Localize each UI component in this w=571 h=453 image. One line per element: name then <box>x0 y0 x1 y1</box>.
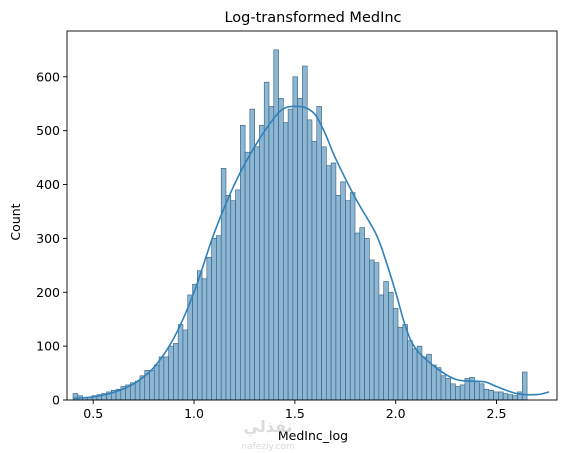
histogram-bar <box>316 106 322 401</box>
x-tick-label: 1.0 <box>184 406 204 421</box>
histogram-bar <box>421 356 428 401</box>
y-tick-label: 400 <box>36 177 60 192</box>
histogram-bar <box>235 189 241 401</box>
x-tick-label: 1.5 <box>285 406 305 421</box>
histogram-bar <box>254 146 260 401</box>
histogram-bar <box>412 348 418 401</box>
histogram-bar <box>149 370 155 401</box>
histogram-bar <box>493 391 499 401</box>
histogram-bar <box>483 388 490 401</box>
histogram-bar <box>268 106 275 401</box>
y-axis-ticks: 0 100 200 300 400 500 600 <box>36 69 67 408</box>
histogram-bar <box>455 386 461 401</box>
watermark-logo: نفذلي <box>244 417 293 437</box>
histogram-bar <box>168 345 174 401</box>
histogram-bar <box>373 262 380 401</box>
histogram-bar <box>225 195 232 401</box>
y-tick-label: 100 <box>36 339 60 354</box>
histogram-bar <box>192 283 198 401</box>
histogram-bar <box>197 270 203 401</box>
histogram-bar <box>488 389 494 401</box>
histogram-bar <box>259 124 265 401</box>
histogram-bar <box>478 383 485 401</box>
histogram-bar <box>292 76 298 401</box>
y-tick-label: 600 <box>36 69 60 84</box>
histogram-bar <box>182 329 189 401</box>
histogram-bar <box>445 378 451 401</box>
histogram-bars <box>72 49 528 401</box>
histogram-bar <box>431 364 437 401</box>
y-tick-label: 0 <box>52 393 60 408</box>
histogram-bar <box>512 395 518 401</box>
histogram-bar <box>311 141 318 401</box>
histogram-bar <box>302 65 308 401</box>
histogram-bar <box>340 181 346 401</box>
histogram-bar <box>177 324 184 401</box>
histogram-bar <box>187 294 193 401</box>
histogram-bar <box>206 256 212 401</box>
histogram-bar <box>345 200 351 401</box>
histogram-bar <box>306 119 313 401</box>
x-axis-label: MedInc_log <box>278 428 348 443</box>
histogram-bar <box>283 122 289 401</box>
histogram-bar <box>349 192 356 401</box>
histogram-bar <box>402 324 408 401</box>
histogram-bar <box>321 146 327 401</box>
histogram-bar <box>369 259 375 401</box>
histogram-bar <box>459 384 466 401</box>
histogram-bar <box>163 356 169 401</box>
histogram-bar <box>392 308 399 401</box>
histogram-bar <box>450 383 456 401</box>
histogram-bar <box>435 367 442 401</box>
histogram-bar <box>244 151 251 401</box>
histogram-bar <box>201 278 208 401</box>
histogram-bar <box>507 394 514 401</box>
y-axis-label: Count <box>8 203 23 240</box>
histogram-bar <box>173 343 179 401</box>
histogram-bar <box>287 108 294 401</box>
histogram-bar <box>364 238 370 401</box>
y-tick-label: 300 <box>36 231 60 246</box>
histogram-bar <box>297 98 303 401</box>
histogram-bar <box>359 227 365 401</box>
histogram-bar <box>378 294 384 401</box>
histogram-bar <box>521 371 528 401</box>
plot-frame <box>66 30 558 401</box>
histogram-bar <box>278 98 284 401</box>
histogram-bar <box>335 195 341 401</box>
histogram-bar <box>326 165 332 401</box>
histogram-bar <box>407 340 413 401</box>
histogram-bar <box>273 49 279 401</box>
histogram-bar <box>330 162 337 401</box>
y-tick-label: 200 <box>36 285 60 300</box>
x-axis-ticks: 0.5 1.0 1.5 2.0 2.5 <box>83 400 506 421</box>
histogram-bar <box>502 393 509 401</box>
x-tick-label: 0.5 <box>83 406 103 421</box>
x-tick-label: 2.0 <box>386 406 406 421</box>
histogram-bar <box>134 380 141 401</box>
chart-title: Log-transformed MedInc <box>224 10 401 26</box>
histogram-bar <box>158 356 165 401</box>
histogram-bar <box>397 326 404 401</box>
histogram-bar <box>440 375 447 401</box>
histogram-bar <box>153 364 160 401</box>
histogram-bar <box>474 380 480 401</box>
histogram-bar <box>354 232 361 401</box>
histogram-bar <box>498 391 504 401</box>
histogram-bar <box>388 291 394 401</box>
x-tick-label: 2.5 <box>487 406 507 421</box>
kde-curve <box>72 105 550 400</box>
histogram-bar <box>216 235 222 401</box>
histogram-bar <box>211 238 217 401</box>
y-tick-label: 500 <box>36 123 60 138</box>
histogram-bar <box>383 281 389 401</box>
watermark-subtext: nafezly.com <box>241 442 294 452</box>
histogram-bar <box>230 200 236 401</box>
